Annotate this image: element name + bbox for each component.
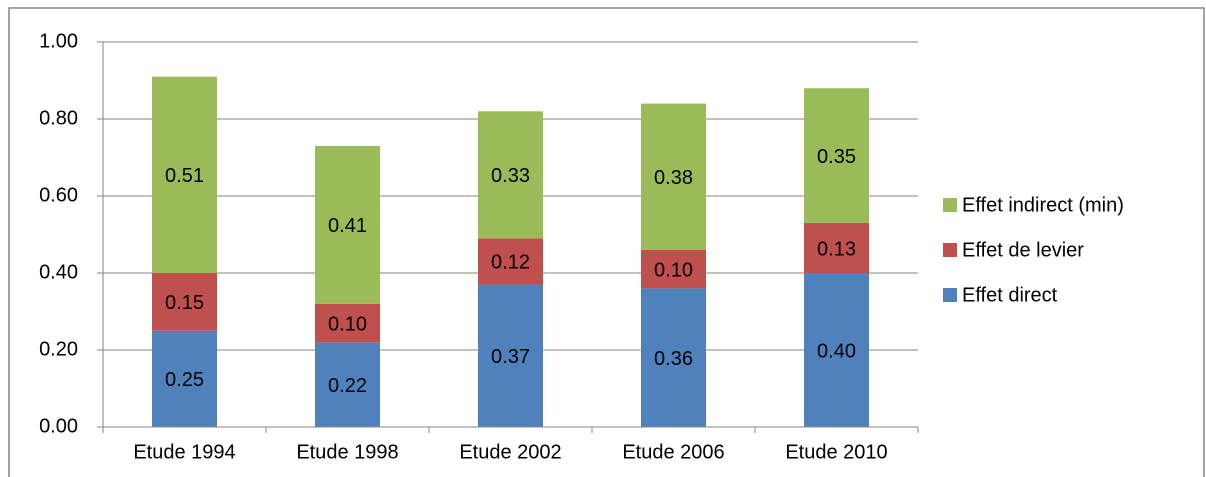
value-label: 0.41 bbox=[328, 215, 367, 237]
value-label: 0.25 bbox=[165, 369, 204, 391]
bar-segment bbox=[315, 342, 380, 427]
value-label: 0.38 bbox=[654, 167, 693, 189]
chart-border bbox=[8, 7, 1205, 477]
bar-segment bbox=[315, 145, 380, 304]
value-label: 0.36 bbox=[654, 348, 693, 370]
bar-segment bbox=[152, 76, 217, 274]
legend-swatch bbox=[943, 288, 957, 302]
value-label: 0.10 bbox=[328, 313, 367, 335]
legend-label: Effet direct bbox=[962, 284, 1058, 306]
bar-segment bbox=[804, 273, 869, 427]
y-tick-label: 0.20 bbox=[39, 338, 78, 360]
value-label: 0.40 bbox=[817, 340, 856, 362]
legend-swatch bbox=[943, 198, 957, 212]
x-tick-label: Etude 2010 bbox=[785, 441, 887, 463]
legend-swatch bbox=[943, 243, 957, 257]
bar-segment bbox=[152, 330, 217, 427]
y-tick-label: 1.00 bbox=[39, 30, 78, 52]
bar-segment bbox=[641, 103, 706, 250]
bar-segment bbox=[804, 88, 869, 223]
x-tick-label: Etude 1998 bbox=[296, 441, 398, 463]
bar-segment bbox=[152, 273, 217, 331]
y-tick-label: 0.80 bbox=[39, 107, 78, 129]
value-label: 0.13 bbox=[817, 238, 856, 260]
value-label: 0.22 bbox=[328, 375, 367, 397]
y-tick-label: 0.00 bbox=[39, 415, 78, 437]
y-tick-label: 0.40 bbox=[39, 261, 78, 283]
bar-segment bbox=[478, 238, 543, 285]
legend-label: Effet indirect (min) bbox=[962, 194, 1124, 216]
x-tick-label: Etude 2006 bbox=[622, 441, 724, 463]
bar-segment bbox=[478, 111, 543, 239]
value-label: 0.35 bbox=[817, 146, 856, 168]
value-label: 0.37 bbox=[491, 346, 530, 368]
bar-segment bbox=[804, 222, 869, 273]
legend-label: Effet de levier bbox=[962, 239, 1084, 261]
y-tick-label: 0.60 bbox=[39, 184, 78, 206]
x-tick-label: Etude 1994 bbox=[133, 441, 235, 463]
value-label: 0.12 bbox=[491, 252, 530, 274]
x-tick-label: Etude 2002 bbox=[459, 441, 561, 463]
value-label: 0.10 bbox=[654, 259, 693, 281]
value-label: 0.15 bbox=[165, 292, 204, 314]
value-label: 0.51 bbox=[165, 165, 204, 187]
bar-segment bbox=[641, 288, 706, 427]
bar-segment bbox=[641, 249, 706, 289]
value-label: 0.33 bbox=[491, 165, 530, 187]
bar-segment bbox=[315, 303, 380, 343]
bar-segment bbox=[478, 284, 543, 427]
